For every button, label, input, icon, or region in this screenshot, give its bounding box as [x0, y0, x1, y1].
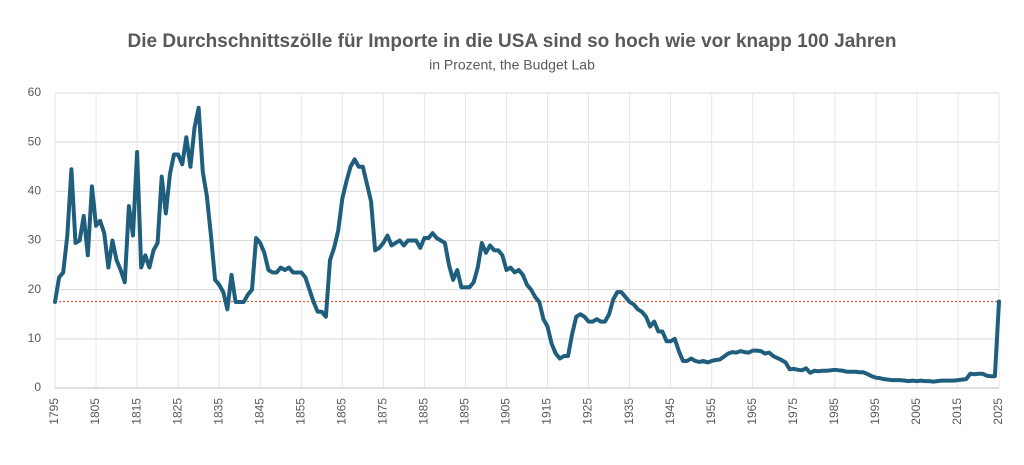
x-tick-label: 1995 — [868, 398, 882, 425]
x-tick-label: 1925 — [581, 398, 595, 425]
x-tick-label: 1875 — [376, 398, 390, 425]
x-tick-label: 1965 — [745, 398, 759, 425]
x-tick-label: 1805 — [88, 398, 102, 425]
x-tick-label: 2025 — [991, 398, 1005, 425]
y-tick-label: 20 — [28, 282, 42, 296]
y-tick-label: 30 — [28, 233, 42, 247]
x-tick-label: 1845 — [252, 398, 266, 425]
x-tick-label: 1835 — [211, 398, 225, 425]
x-tick-label: 1985 — [827, 398, 841, 425]
x-tick-label: 1795 — [47, 398, 61, 425]
y-tick-label: 10 — [28, 331, 42, 345]
x-tick-label: 1855 — [293, 398, 307, 425]
x-tick-label: 1975 — [786, 398, 800, 425]
chart-subtitle: in Prozent, the Budget Lab — [429, 57, 595, 73]
x-tick-label: 2005 — [909, 398, 923, 425]
y-tick-label: 0 — [34, 380, 41, 394]
x-tick-label: 1825 — [170, 398, 184, 425]
x-tick-label: 2015 — [950, 398, 964, 425]
x-tick-label: 1865 — [334, 398, 348, 425]
y-tick-label: 50 — [28, 134, 42, 148]
x-tick-label: 1815 — [129, 398, 143, 425]
x-tick-label: 1885 — [417, 398, 431, 425]
x-tick-label: 1895 — [458, 398, 472, 425]
chart-title: Die Durchschnittszölle für Importe in di… — [128, 31, 897, 52]
x-tick-label: 1915 — [540, 398, 554, 425]
x-tick-label: 1935 — [622, 398, 636, 425]
x-tick-label: 1905 — [499, 398, 513, 425]
x-tick-label: 1945 — [663, 398, 677, 425]
y-tick-label: 40 — [28, 184, 42, 198]
y-tick-label: 60 — [28, 85, 42, 99]
x-tick-label: 1955 — [704, 398, 718, 425]
line-series — [53, 105, 1001, 384]
